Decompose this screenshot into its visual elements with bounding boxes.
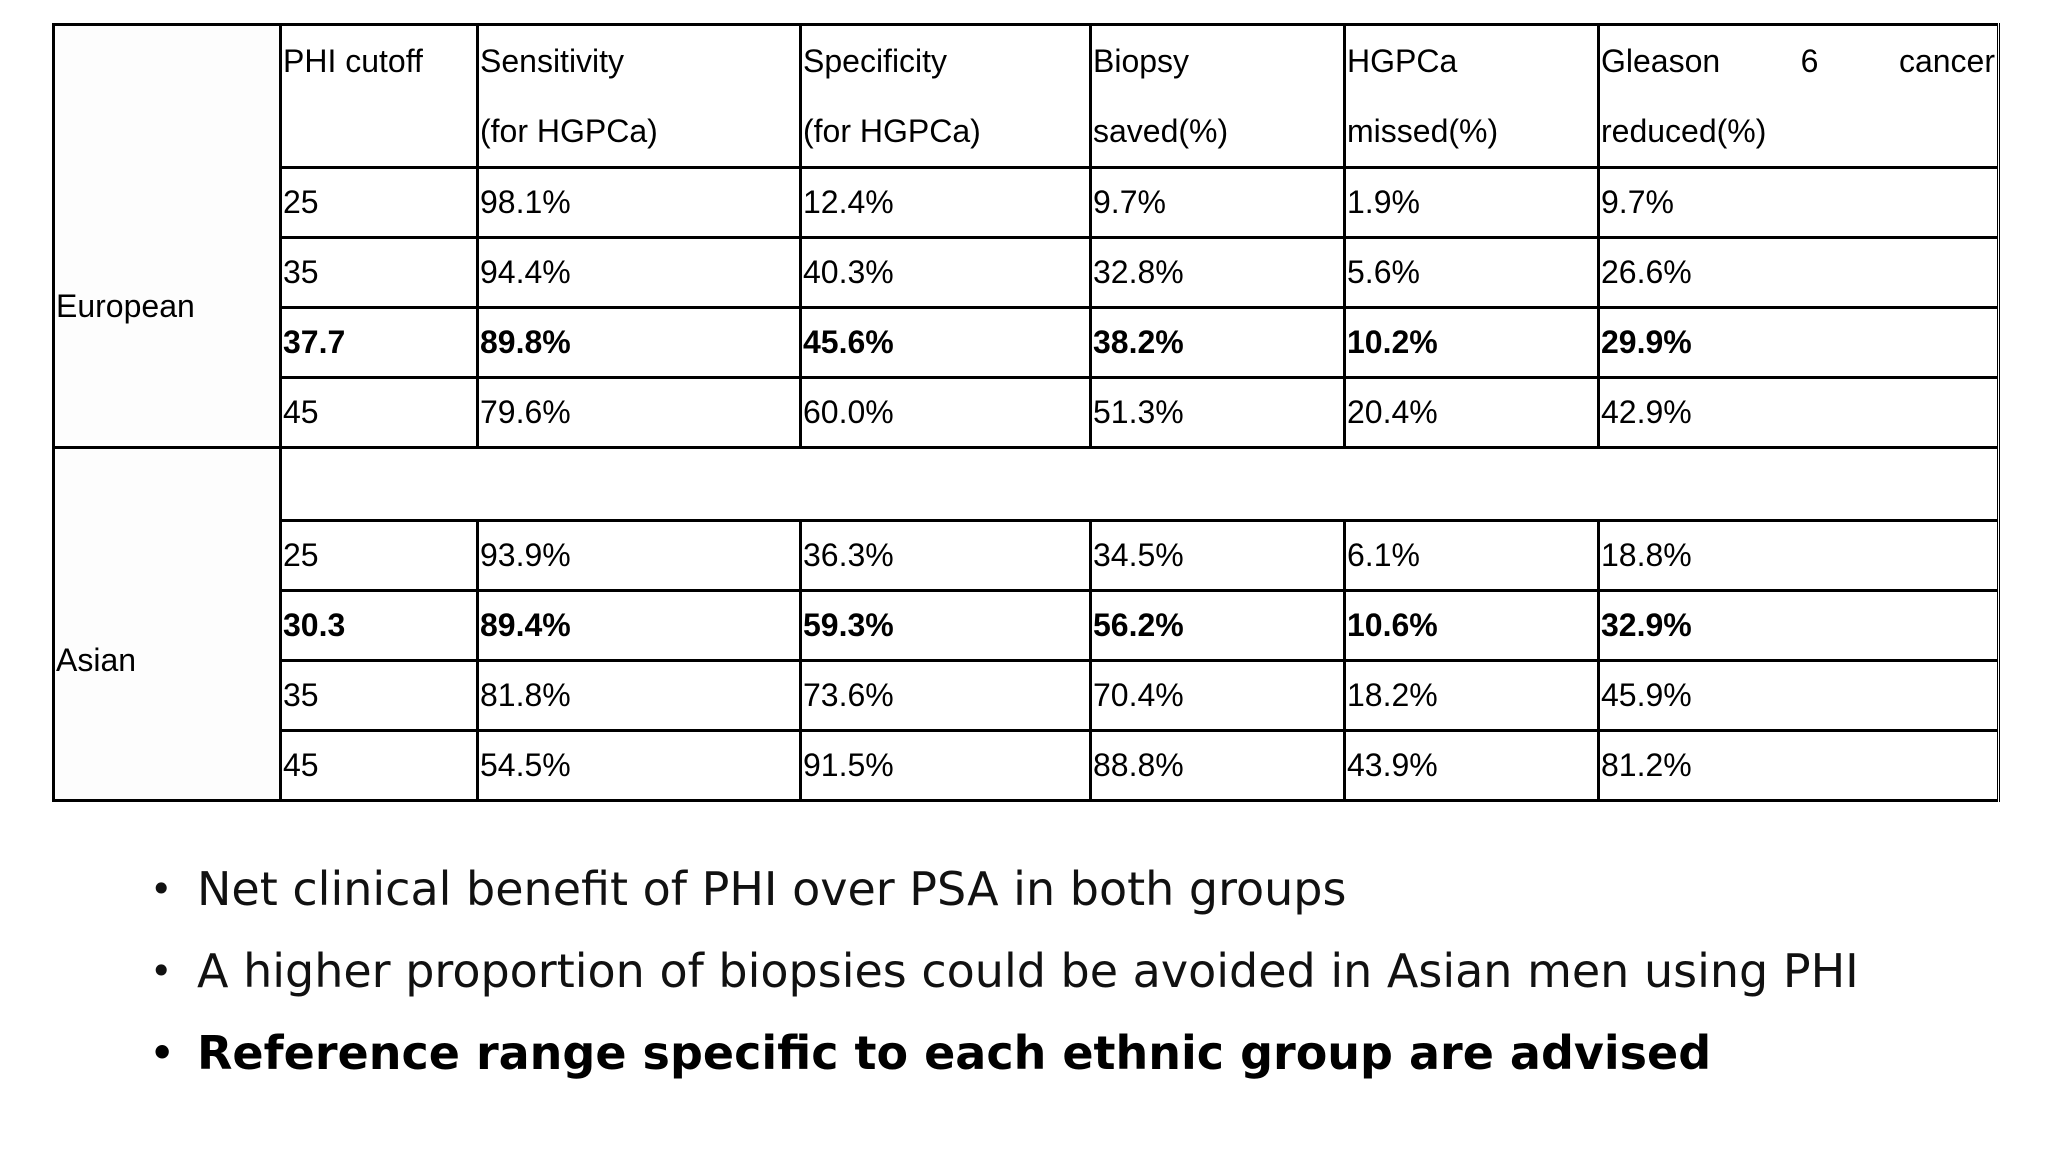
cell-biopsy-saved: 32.8% xyxy=(1089,236,1346,309)
cell-biopsy-saved: 51.3% xyxy=(1089,376,1346,449)
cell-specificity: 36.3% xyxy=(799,519,1092,592)
cell-hgpca-missed: 20.4% xyxy=(1343,376,1600,449)
cell-gleason-reduced: 32.9% xyxy=(1597,589,2000,662)
group-label-asian: Asian xyxy=(52,446,282,802)
group-label-text: European xyxy=(56,288,195,325)
cell-biopsy-saved: 34.5% xyxy=(1089,519,1346,592)
header-gleason-word3: cancer xyxy=(1898,43,1995,79)
cell-biopsy-saved: 38.2% xyxy=(1089,306,1346,379)
table-row: European 25 98.1% 12.4% 9.7% 1.9% 9.7% xyxy=(52,166,2000,449)
cell-hgpca-missed: 10.6% xyxy=(1343,589,1600,662)
header-gleason-reduced: Gleason 6 cancer reduced(%) xyxy=(1597,23,2000,169)
cell-gleason-reduced: 29.9% xyxy=(1597,306,2000,379)
header-hgpca-missed: HGPCa missed(%) xyxy=(1343,23,1600,169)
cell-hgpca-missed: 1.9% xyxy=(1343,166,1600,239)
phi-cutoff-table: PHI cutoff Sensitivity (for HGPCa) Speci… xyxy=(52,23,2000,802)
header-hgpca-line1: HGPCa xyxy=(1347,43,1458,79)
header-sensitivity: Sensitivity (for HGPCa) xyxy=(476,23,802,169)
cell-sensitivity: 89.8% xyxy=(476,306,802,379)
table-row: 45 79.6% 60.0% 51.3% 20.4% 42.9% xyxy=(54,376,2000,449)
cell-biopsy-saved: 56.2% xyxy=(1089,589,1346,662)
cell-cutoff: 35 xyxy=(279,659,479,732)
cell-sensitivity: 81.8% xyxy=(476,659,802,732)
cell-gleason-reduced: 81.2% xyxy=(1597,729,2000,802)
bullet-item-emphasized: • Reference range specific to each ethni… xyxy=(150,1012,1859,1094)
cell-hgpca-missed: 10.2% xyxy=(1343,306,1600,379)
header-gleason-line1: Gleason 6 cancer xyxy=(1601,28,1996,97)
cell-cutoff: 25 xyxy=(279,166,479,239)
group-label-european: European xyxy=(52,167,282,449)
table-row: 35 94.4% 40.3% 32.8% 5.6% 26.6% xyxy=(54,236,2000,309)
cell-cutoff: 45 xyxy=(279,376,479,449)
bullet-item: • Net clinical benefit of PHI over PSA i… xyxy=(150,848,1859,930)
bullet-text: Net clinical benefit of PHI over PSA in … xyxy=(197,862,1347,916)
cell-specificity: 40.3% xyxy=(799,236,1092,309)
cell-sensitivity: 93.9% xyxy=(476,519,802,592)
spacer-cell xyxy=(279,446,2000,522)
cell-hgpca-missed: 18.2% xyxy=(1343,659,1600,732)
cell-hgpca-missed: 5.6% xyxy=(1343,236,1600,309)
table-spacer-row: Asian xyxy=(52,446,2000,802)
cell-specificity: 45.6% xyxy=(799,306,1092,379)
table-row: 35 81.8% 73.6% 70.4% 18.2% 45.9% xyxy=(54,659,2000,732)
cell-cutoff: 30.3 xyxy=(279,589,479,662)
header-phi-cutoff: PHI cutoff xyxy=(279,23,479,169)
header-biopsy-line1: Biopsy xyxy=(1093,43,1190,79)
table-row-highlighted: 37.7 89.8% 45.6% 38.2% 10.2% 29.9% xyxy=(54,306,2000,379)
header-biopsy-saved: Biopsy saved(%) xyxy=(1089,23,1346,169)
cell-gleason-reduced: 26.6% xyxy=(1597,236,2000,309)
cell-sensitivity: 79.6% xyxy=(476,376,802,449)
cell-cutoff: 37.7 xyxy=(279,306,479,379)
cell-cutoff: 25 xyxy=(279,519,479,592)
conclusion-bullets: • Net clinical benefit of PHI over PSA i… xyxy=(150,848,1859,1094)
table-header-row: PHI cutoff Sensitivity (for HGPCa) Speci… xyxy=(52,23,2000,169)
bullet-text: A higher proportion of biopsies could be… xyxy=(197,944,1859,998)
cell-biopsy-saved: 88.8% xyxy=(1089,729,1346,802)
header-specificity: Specificity (for HGPCa) xyxy=(799,23,1092,169)
cell-hgpca-missed: 43.9% xyxy=(1343,729,1600,802)
table-row-highlighted: 30.3 89.4% 59.3% 56.2% 10.6% 32.9% xyxy=(54,589,2000,662)
cell-gleason-reduced: 42.9% xyxy=(1597,376,2000,449)
header-sensitivity-line1: Sensitivity xyxy=(480,43,625,79)
cell-specificity: 12.4% xyxy=(799,166,1092,239)
group-header-cell xyxy=(52,23,282,168)
table-row: 45 54.5% 91.5% 88.8% 43.9% 81.2% xyxy=(54,729,2000,802)
header-gleason-word1: Gleason xyxy=(1601,43,1721,79)
cell-sensitivity: 98.1% xyxy=(476,166,802,239)
cell-biopsy-saved: 9.7% xyxy=(1089,166,1346,239)
table-row: 25 93.9% 36.3% 34.5% 6.1% 18.8% xyxy=(54,519,2000,592)
bullet-text: Reference range specific to each ethnic … xyxy=(197,1026,1712,1080)
cell-sensitivity: 94.4% xyxy=(476,236,802,309)
header-gleason-line2: reduced(%) xyxy=(1601,113,1767,149)
header-biopsy-line2: saved(%) xyxy=(1093,113,1229,149)
cell-cutoff: 35 xyxy=(279,236,479,309)
bullet-dot-icon: • xyxy=(150,1031,175,1075)
bullet-dot-icon: • xyxy=(150,949,173,993)
cell-gleason-reduced: 18.8% xyxy=(1597,519,2000,592)
cell-specificity: 59.3% xyxy=(799,589,1092,662)
cell-sensitivity: 89.4% xyxy=(476,589,802,662)
cell-specificity: 73.6% xyxy=(799,659,1092,732)
header-specificity-line1: Specificity xyxy=(803,43,948,79)
cell-sensitivity: 54.5% xyxy=(476,729,802,802)
header-sensitivity-line2: (for HGPCa) xyxy=(480,113,658,149)
cell-specificity: 91.5% xyxy=(799,729,1092,802)
cell-specificity: 60.0% xyxy=(799,376,1092,449)
cell-gleason-reduced: 9.7% xyxy=(1597,166,2000,239)
bullet-dot-icon: • xyxy=(150,867,173,911)
cell-hgpca-missed: 6.1% xyxy=(1343,519,1600,592)
cell-cutoff: 45 xyxy=(279,729,479,802)
cell-biopsy-saved: 70.4% xyxy=(1089,659,1346,732)
group-label-text: Asian xyxy=(56,641,137,678)
header-hgpca-line2: missed(%) xyxy=(1347,113,1499,149)
header-gleason-word2: 6 xyxy=(1800,43,1819,79)
header-specificity-line2: (for HGPCa) xyxy=(803,113,981,149)
bullet-item: • A higher proportion of biopsies could … xyxy=(150,930,1859,1012)
header-phi-cutoff-label: PHI cutoff xyxy=(283,43,423,79)
cell-gleason-reduced: 45.9% xyxy=(1597,659,2000,732)
